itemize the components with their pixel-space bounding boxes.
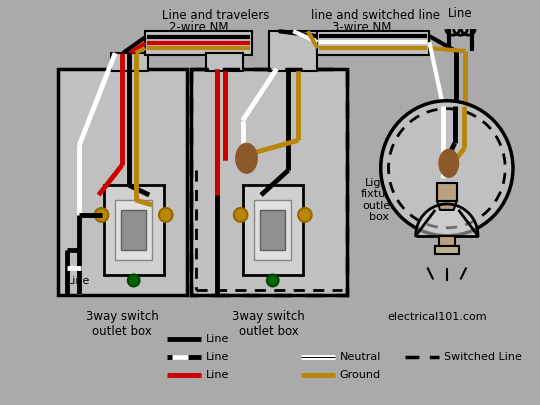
Text: Line: Line <box>66 277 90 286</box>
Circle shape <box>128 275 139 286</box>
Bar <box>242 185 303 275</box>
Circle shape <box>159 208 173 222</box>
Ellipse shape <box>236 143 257 173</box>
Bar <box>121 210 146 249</box>
Bar <box>260 210 286 249</box>
Text: 3way switch
outlet box: 3way switch outlet box <box>86 310 158 338</box>
Bar <box>58 69 187 295</box>
Circle shape <box>381 101 513 236</box>
Polygon shape <box>416 204 478 236</box>
Text: Line: Line <box>206 334 229 344</box>
Text: Line and travelers: Line and travelers <box>161 9 269 22</box>
Bar <box>437 183 457 201</box>
Circle shape <box>234 208 247 222</box>
Polygon shape <box>437 201 457 210</box>
Text: Line: Line <box>206 370 229 380</box>
Text: 2-wire NM: 2-wire NM <box>169 21 228 34</box>
Text: electrical101.com: electrical101.com <box>387 312 487 322</box>
Text: 3-wire NM: 3-wire NM <box>332 21 391 34</box>
Bar <box>206 53 242 71</box>
Circle shape <box>298 208 312 222</box>
Bar <box>145 31 252 55</box>
Bar <box>435 246 458 254</box>
Bar <box>439 236 455 246</box>
Bar <box>318 31 429 55</box>
Text: Line: Line <box>448 7 473 20</box>
Text: Ground: Ground <box>340 370 381 380</box>
Circle shape <box>267 275 279 286</box>
Bar <box>104 185 164 275</box>
Text: Light
fixture
outlet
box: Light fixture outlet box <box>361 178 397 222</box>
Text: Switched Line: Switched Line <box>444 352 522 362</box>
Bar <box>191 69 347 295</box>
Bar <box>115 200 152 260</box>
Text: Neutral: Neutral <box>340 352 381 362</box>
Bar <box>111 53 148 71</box>
Bar <box>191 69 347 295</box>
Bar <box>269 31 318 71</box>
Bar <box>254 200 291 260</box>
Ellipse shape <box>439 149 458 177</box>
Text: 3way switch
outlet box: 3way switch outlet box <box>233 310 305 338</box>
Text: line and switched line: line and switched line <box>312 9 440 22</box>
Circle shape <box>94 208 109 222</box>
Text: Line: Line <box>206 352 229 362</box>
